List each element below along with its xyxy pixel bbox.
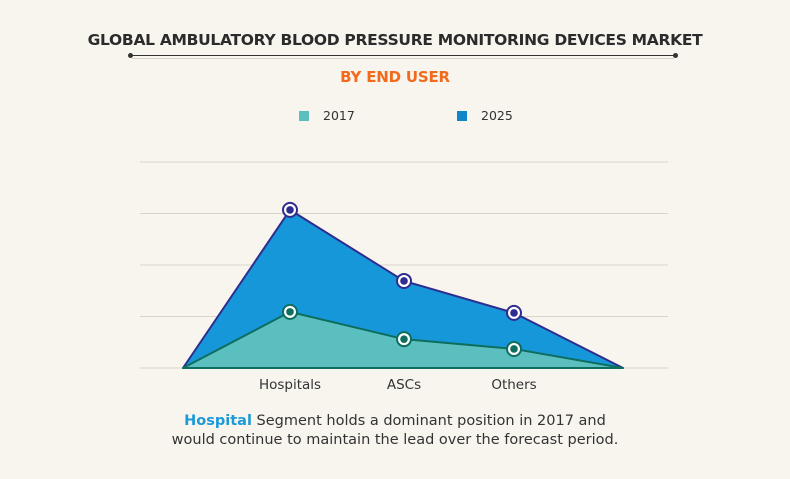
divider-line-light: [132, 58, 674, 59]
divider-dot-left: [128, 52, 133, 58]
data-point-core-2017: [400, 335, 408, 343]
chart-caption: Hospital Segment holds a dominant positi…: [0, 412, 790, 450]
legend-swatch-2025: [457, 110, 467, 121]
legend-label-2025: 2025: [481, 108, 513, 123]
legend-item-2025: 2025: [457, 108, 513, 123]
data-point-core-2017: [510, 345, 518, 353]
legend-label-2017: 2017: [323, 108, 355, 123]
data-point-core-2017: [286, 308, 294, 316]
x-tick-label: ASCs: [387, 377, 421, 393]
data-point-core-2025: [400, 277, 408, 285]
caption-text-line2: would continue to maintain the lead over…: [171, 432, 619, 448]
chart-title: GLOBAL AMBULATORY BLOOD PRESSURE MONITOR…: [87, 31, 703, 49]
legend-item-2017: 2017: [299, 108, 355, 123]
x-tick-label: Others: [491, 377, 536, 393]
divider-line: [132, 55, 674, 56]
data-point-core-2025: [286, 206, 294, 214]
chart-subtitle: BY END USER: [340, 68, 450, 86]
divider-dot-right: [673, 52, 678, 58]
legend-swatch-2017: [299, 110, 309, 121]
caption-highlight: Hospital: [184, 413, 252, 429]
data-point-core-2025: [510, 309, 518, 317]
caption-text-line1: Segment holds a dominant position in 201…: [251, 413, 606, 429]
x-tick-label: Hospitals: [259, 377, 321, 393]
